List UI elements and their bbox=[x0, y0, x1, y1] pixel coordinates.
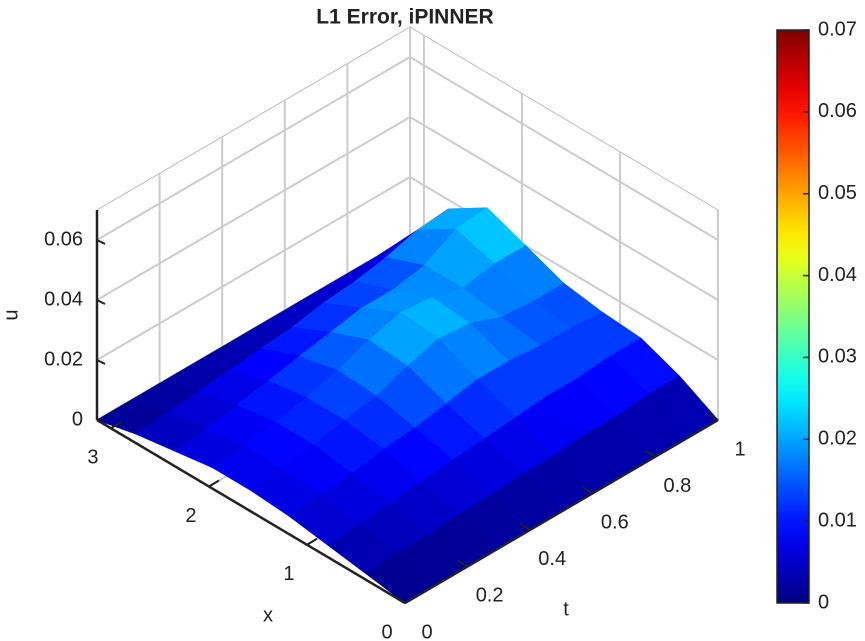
grid-line bbox=[96, 116, 411, 301]
t-tick-label: 0.8 bbox=[663, 475, 691, 497]
colorbar-tick-label: 0.02 bbox=[818, 428, 857, 450]
z-tick-label: 0.06 bbox=[44, 228, 83, 250]
z-tick-label: 0.02 bbox=[44, 348, 83, 370]
x-tick-label: 2 bbox=[185, 505, 196, 527]
z-tick bbox=[96, 419, 106, 425]
z-axis-label: u bbox=[0, 309, 22, 320]
x-tick-label: 0 bbox=[381, 621, 392, 641]
z-tick bbox=[96, 359, 106, 365]
grid-line bbox=[409, 176, 719, 361]
x-tick bbox=[208, 479, 220, 488]
chart-title: L1 Error, iPINNER bbox=[316, 6, 493, 29]
x-tick bbox=[404, 596, 416, 604]
colorbar-tick-label: 0.03 bbox=[818, 346, 857, 368]
z-tick bbox=[96, 239, 106, 245]
t-tick-label: 0.4 bbox=[538, 548, 566, 570]
colorbar-tick-label: 0.07 bbox=[818, 18, 857, 40]
grid-line bbox=[96, 176, 411, 361]
grid-line bbox=[409, 56, 719, 241]
t-tick bbox=[519, 522, 531, 531]
colorbar-tick-label: 0 bbox=[818, 591, 829, 613]
x-tick-label: 3 bbox=[87, 447, 98, 469]
t-tick bbox=[457, 559, 469, 568]
t-tick-label: 0.6 bbox=[601, 511, 629, 533]
x-axis-line bbox=[96, 418, 406, 605]
x-tick-label: 1 bbox=[283, 563, 294, 585]
t-tick-label: 0.2 bbox=[476, 585, 504, 607]
x-tick bbox=[110, 421, 122, 430]
colorbar bbox=[776, 29, 810, 604]
t-axis-label: t bbox=[563, 598, 569, 620]
colorbar-tick-label: 0.01 bbox=[818, 509, 857, 531]
t-tick-label: 0 bbox=[421, 621, 432, 641]
t-tick-label: 1 bbox=[734, 438, 745, 460]
colorbar-tick-label: 0.04 bbox=[818, 264, 857, 286]
z-tick bbox=[96, 299, 106, 305]
t-tick bbox=[707, 413, 719, 421]
x-axis-label: x bbox=[263, 604, 273, 626]
colorbar-tick-label: 0.06 bbox=[818, 100, 857, 122]
x-tick bbox=[306, 537, 318, 546]
t-axis-line bbox=[404, 418, 719, 605]
t-tick bbox=[644, 449, 656, 458]
z-tick-label: 0 bbox=[72, 408, 83, 430]
t-tick bbox=[394, 596, 406, 604]
grid-line bbox=[96, 56, 411, 241]
t-tick bbox=[582, 486, 594, 495]
z-tick-label: 0.04 bbox=[44, 288, 83, 310]
grid-line bbox=[409, 116, 719, 301]
colorbar-tick-label: 0.05 bbox=[818, 182, 857, 204]
